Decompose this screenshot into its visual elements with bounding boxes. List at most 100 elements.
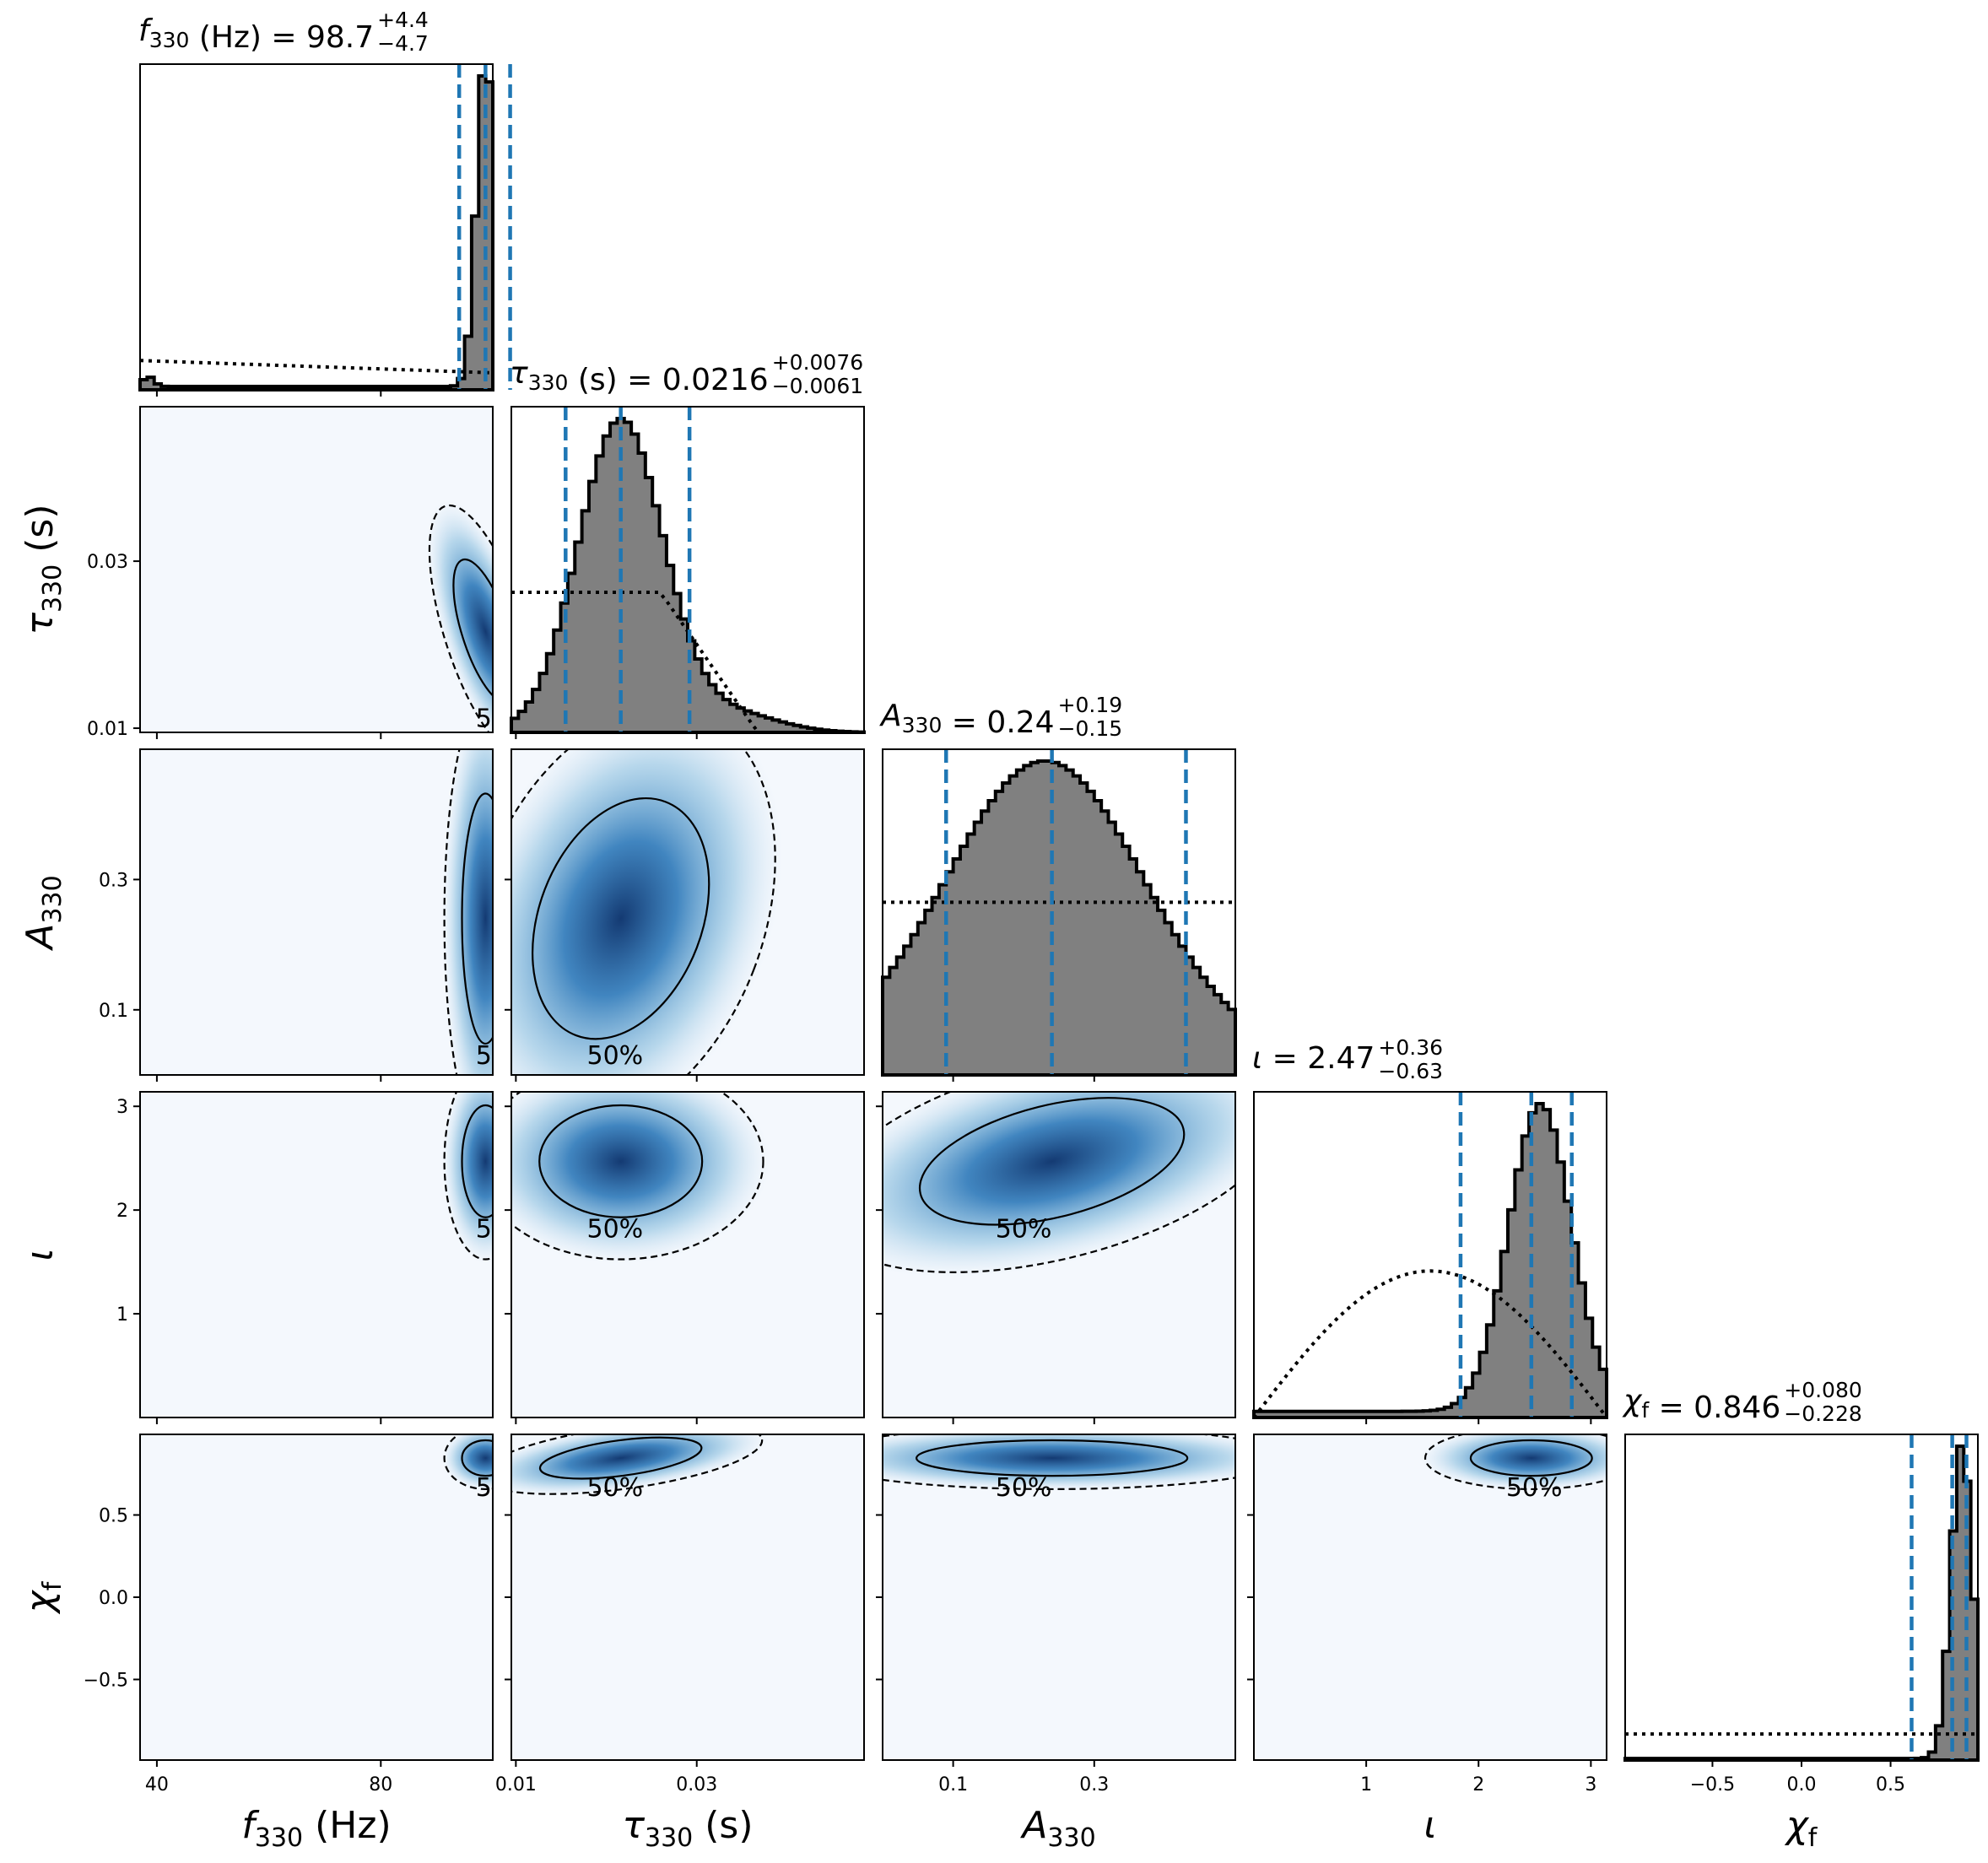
y-tick-label: 0.03 <box>87 552 128 573</box>
y-tick-label: 0.01 <box>87 719 128 740</box>
x-axis-label-chif: χf <box>1785 1804 1818 1853</box>
contour-90 <box>511 749 776 1075</box>
panel-frame <box>511 406 865 733</box>
density-content: 50%90% <box>883 1092 1235 1278</box>
contour-50 <box>461 1104 493 1218</box>
y-tick-label: 2 <box>116 1201 128 1222</box>
x-tick-label: 0.01 <box>495 1774 537 1796</box>
diag-title-plus: +0.36 <box>1378 1035 1443 1060</box>
y-tick-label: 0.1 <box>99 1001 128 1022</box>
x-tick-label: 80 <box>369 1774 392 1796</box>
x-tick-label: −0.5 <box>1690 1774 1735 1796</box>
panel-bg <box>140 749 493 1075</box>
x-tick-label: 1 <box>1360 1774 1372 1796</box>
x-tick-label: 0.3 <box>1079 1774 1109 1796</box>
density-blob <box>883 1434 1235 1491</box>
contour-90 <box>443 1092 493 1261</box>
contour-90 <box>883 1434 1235 1491</box>
panel-frame <box>1253 1091 1607 1418</box>
y-tick-label: 0.3 <box>99 870 128 891</box>
contour-label-50: 50% <box>1506 1473 1563 1503</box>
diag-panel-chif: χf = 0.846+0.080−0.228 <box>1622 1378 1980 1762</box>
contour-50 <box>1469 1439 1593 1477</box>
contour-label-50: 50% <box>476 1215 532 1245</box>
panel-frame <box>139 748 494 1076</box>
density-content: 50%90% <box>442 1434 532 1503</box>
x-tick-label: 40 <box>145 1774 169 1796</box>
contour-90 <box>443 1434 493 1491</box>
diag-title-plus: +0.19 <box>1058 693 1123 717</box>
x-axis-label-tau330: τ330 (s) <box>622 1804 753 1853</box>
posterior-histogram <box>881 759 1237 1077</box>
density-content: 50%90% <box>442 749 532 1075</box>
contour-50 <box>916 1439 1189 1477</box>
contour-label-50: 50% <box>586 1473 643 1503</box>
x-tick-label: 0.5 <box>1876 1774 1905 1796</box>
x-tick-label: 2 <box>1472 1774 1484 1796</box>
diag-title-plus: +0.0076 <box>772 350 863 375</box>
contour-50 <box>538 1104 704 1218</box>
diag-title-minus: −0.63 <box>1378 1059 1443 1083</box>
y-tick-label: 0.0 <box>99 1588 128 1609</box>
density-blob <box>883 1092 1235 1278</box>
contour-label-50: 50% <box>996 1215 1052 1245</box>
contour-label-50: 50% <box>476 1041 532 1071</box>
x-axis-label-f330: f330 (Hz) <box>241 1804 391 1853</box>
y-axis-label-A330: A330 <box>19 875 68 951</box>
density-content: 50%90% <box>511 749 783 1075</box>
contour-label-50: 50% <box>996 1473 1052 1503</box>
density-panel-f330-iota: 50%90% <box>139 1091 532 1418</box>
density-panel-A330-iota: 50%90% <box>882 1091 1236 1418</box>
diag-title-chif: χf = 0.846 <box>1622 1384 1780 1425</box>
contour-50 <box>461 1439 493 1477</box>
prior-histogram <box>1252 1269 1608 1419</box>
density-panel-f330-chif: 50%90% <box>139 1434 532 1761</box>
density-panel-tau330-A330: 50%90% <box>511 748 865 1076</box>
diag-title-minus: −0.228 <box>1784 1401 1862 1426</box>
density-blob <box>511 1092 770 1265</box>
diag-title-tau330: τ330 (s) = 0.0216 <box>510 356 769 397</box>
density-blob <box>511 749 783 1075</box>
y-tick-label: 3 <box>116 1097 128 1118</box>
diag-title-iota: ι = 2.47 <box>1252 1041 1375 1076</box>
diag-title-plus: +4.4 <box>377 8 429 32</box>
panel-bg <box>1625 1434 1978 1760</box>
panel-bg <box>140 64 493 390</box>
x-tick-label: 3 <box>1585 1774 1596 1796</box>
contour-label-50: 50% <box>476 1473 532 1503</box>
contour-50 <box>538 1436 703 1480</box>
density-content: 50%90% <box>1420 1434 1607 1503</box>
density-panel-tau330-iota: 50%90% <box>511 1091 865 1418</box>
diag-title-minus: −0.0061 <box>772 374 863 398</box>
contour-label-50: 50% <box>476 704 532 733</box>
diag-title-f330: f330 (Hz) = 98.7 <box>138 14 374 55</box>
diag-title-A330: A330 = 0.24 <box>879 699 1055 740</box>
diag-panel-A330: A330 = 0.24+0.19−0.15 <box>879 693 1237 1077</box>
contour-50 <box>461 792 493 1045</box>
diag-panel-iota: ι = 2.47 +0.36−0.63 <box>1252 1035 1608 1419</box>
x-tick-label: 0.0 <box>1787 1774 1817 1796</box>
density-panel-A330-chif: 50%90% <box>882 1434 1236 1761</box>
diag-panel-f330: f330 (Hz) = 98.7+4.4−4.7 <box>138 8 512 392</box>
contour-90 <box>883 1092 1235 1273</box>
density-content: 50%90% <box>442 1092 532 1265</box>
diag-title-plus: +0.080 <box>1784 1378 1862 1402</box>
diag-panel-tau330: τ330 (s) = 0.0216+0.0076−0.0061 <box>510 350 866 734</box>
contour-50 <box>532 796 710 1040</box>
panel-bg <box>140 1434 493 1760</box>
density-blob <box>442 1434 493 1491</box>
y-tick-label: 0.5 <box>99 1506 128 1527</box>
density-panel-f330-A330: 50%90% <box>139 748 532 1076</box>
x-tick-label: 0.1 <box>938 1774 968 1796</box>
y-axis-label-tau330: τ330 (s) <box>19 504 68 634</box>
panel-frame <box>882 748 1236 1076</box>
contour-90 <box>511 1092 764 1261</box>
contour-90 <box>511 1434 764 1495</box>
panel-frame <box>139 406 494 733</box>
density-panel-f330-tau330: 50%90% <box>139 406 532 733</box>
panel-bg <box>140 1092 493 1418</box>
panel-frame <box>139 63 494 391</box>
panel-frame <box>511 1091 865 1418</box>
density-content: 50%90% <box>426 499 532 733</box>
density-blob <box>511 1434 770 1496</box>
